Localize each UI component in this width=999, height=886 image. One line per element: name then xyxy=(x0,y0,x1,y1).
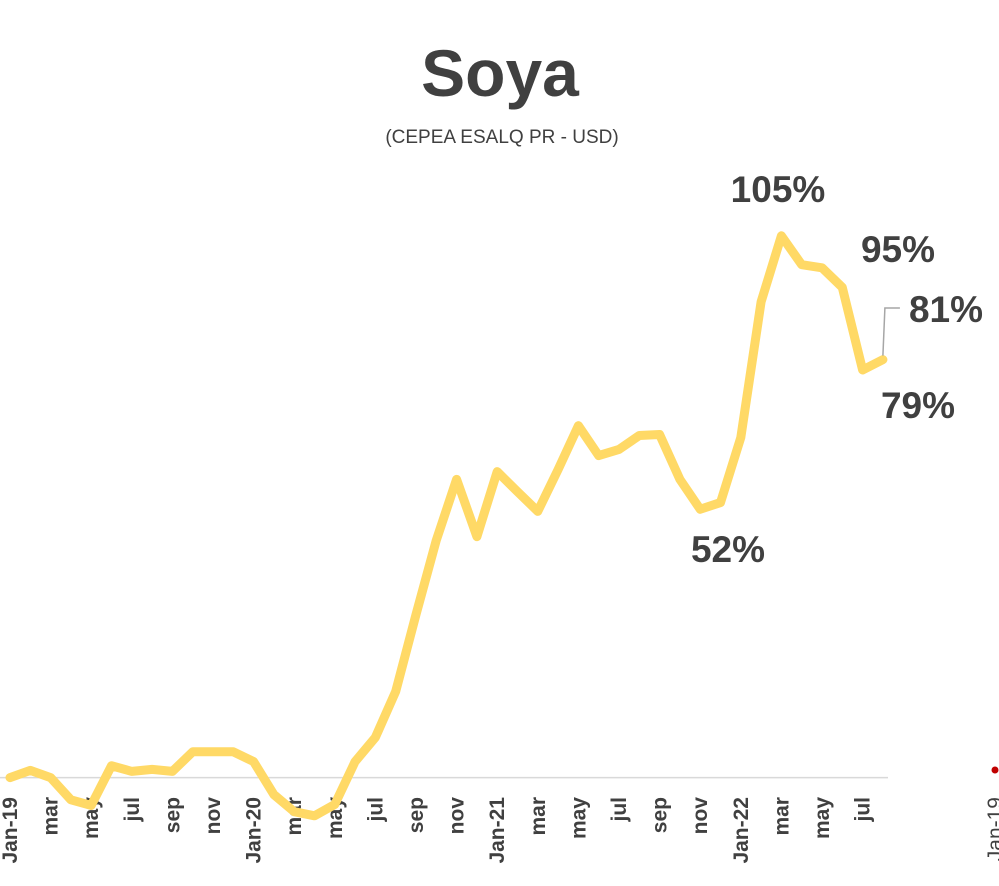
x-tick-label: jul xyxy=(364,797,387,823)
leader-line xyxy=(882,307,900,356)
x-tick-label: Jan-19 xyxy=(0,797,22,864)
x-tick-label: nov xyxy=(689,797,712,835)
x-tick-label: sep xyxy=(405,797,428,833)
x-tick-label: mar xyxy=(770,797,793,836)
x-tick-label: jul xyxy=(121,797,144,823)
x-tick-label: Jan-20 xyxy=(243,797,266,864)
x-tick-label: mar xyxy=(40,797,63,836)
x-tick-label: Jan-22 xyxy=(730,797,753,864)
data-label: 81% xyxy=(909,289,983,330)
x-tick-label: nov xyxy=(202,797,225,835)
x-tick-label: mar xyxy=(527,797,550,836)
chart-subtitle: (CEPEA ESALQ PR - USD) xyxy=(385,127,618,148)
data-label: 105% xyxy=(731,169,826,210)
chart-title: Soya xyxy=(421,36,580,110)
data-label: 95% xyxy=(861,229,935,270)
x-tick-label: jul xyxy=(608,797,631,823)
x-tick-label: sep xyxy=(649,797,672,833)
line-series xyxy=(5,231,888,821)
x-tick-label: Jan-21 xyxy=(486,797,509,864)
x-tick-label: nov xyxy=(446,797,469,835)
data-label: 79% xyxy=(881,385,955,426)
neighbor-tick-label: Jan-19 xyxy=(984,797,999,861)
x-tick-label: sep xyxy=(161,797,184,833)
x-tick-label: jul xyxy=(852,797,875,823)
x-tick-label: may xyxy=(811,797,834,839)
x-tick-label: may xyxy=(567,797,590,839)
neighbor-marker xyxy=(991,766,999,774)
data-label: 52% xyxy=(691,529,765,570)
